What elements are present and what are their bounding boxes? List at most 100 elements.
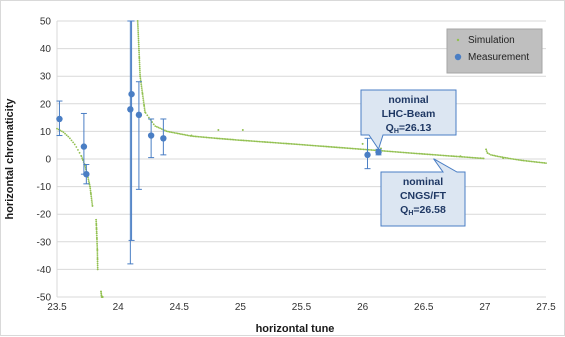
simulation-point	[89, 191, 92, 194]
simulation-point	[159, 127, 162, 130]
simulation-point	[332, 146, 334, 148]
simulation-point	[167, 130, 170, 133]
simulation-point	[208, 136, 211, 139]
callout-box	[380, 158, 466, 227]
callout-line1: nominal	[403, 176, 443, 188]
simulation-point	[70, 139, 73, 142]
y-tick-label: -30	[37, 237, 52, 248]
simulation-point	[90, 199, 93, 202]
simulation-point	[296, 143, 299, 146]
simulation-point	[519, 159, 521, 162]
simulation-point	[96, 247, 99, 249]
simulation-point	[488, 153, 491, 155]
simulation-point	[436, 154, 439, 156]
simulation-point	[237, 139, 240, 141]
simulation-point	[349, 147, 352, 150]
simulation-point	[429, 153, 432, 156]
simulation-point	[152, 123, 155, 126]
legend-marker-measurement	[454, 53, 462, 61]
simulation-point	[401, 151, 403, 154]
simulation-point	[96, 254, 99, 257]
simulation-point	[280, 142, 283, 145]
simulation-point	[261, 140, 264, 143]
simulation-point	[282, 142, 285, 145]
simulation-point	[95, 224, 98, 227]
simulation-point	[60, 130, 63, 133]
simulation-point	[353, 147, 355, 150]
simulation-point	[96, 251, 99, 253]
x-tick-label: 27	[479, 302, 491, 313]
simulation-point	[383, 150, 386, 152]
simulation-point	[139, 79, 142, 82]
simulation-point	[538, 161, 541, 164]
simulation-point	[396, 151, 399, 153]
simulation-point	[172, 131, 174, 134]
simulation-point	[465, 156, 467, 159]
simulation-point	[394, 150, 397, 153]
simulation-point	[340, 146, 343, 149]
simulation-point	[338, 146, 341, 149]
simulation-point	[186, 134, 189, 137]
simulation-point	[139, 71, 141, 74]
simulation-point	[447, 154, 450, 157]
callout-box	[360, 89, 457, 151]
simulation-point	[188, 134, 190, 137]
simulation-point	[250, 140, 253, 142]
simulation-point	[389, 150, 392, 153]
simulation-point	[138, 65, 141, 68]
simulation-point	[228, 138, 230, 141]
simulation-point	[252, 140, 254, 143]
simulation-point	[284, 142, 286, 145]
simulation-point	[292, 143, 294, 145]
simulation-point	[67, 135, 70, 138]
simulation-point	[407, 151, 410, 154]
simulation-point	[269, 141, 272, 144]
simulation-point	[532, 160, 534, 163]
simulation-point	[452, 155, 455, 158]
measurement-series	[56, 20, 382, 265]
simulation-point	[319, 145, 322, 147]
simulation-point	[335, 146, 338, 149]
measurement-point	[83, 170, 90, 178]
legend-label: Simulation	[468, 35, 515, 46]
simulation-point	[204, 136, 206, 139]
simulation-point	[245, 139, 248, 142]
simulation-point	[322, 145, 325, 148]
simulation-point	[324, 145, 326, 148]
simulation-point	[78, 151, 81, 154]
simulation-point	[479, 157, 482, 160]
simulation-point	[200, 136, 203, 138]
simulation-point	[474, 156, 477, 159]
simulation-point	[314, 144, 317, 147]
measurement-point	[127, 106, 134, 113]
simulation-point	[242, 139, 245, 142]
simulation-point	[175, 132, 178, 135]
simulation-point	[276, 141, 278, 144]
simulation-point	[147, 116, 150, 119]
simulation-point	[485, 148, 487, 151]
simulation-point	[240, 139, 243, 142]
simulation-point	[399, 151, 402, 154]
simulation-point	[142, 101, 145, 104]
simulation-point	[137, 26, 139, 28]
simulation-point	[138, 63, 141, 66]
simulation-point	[361, 148, 363, 151]
simulation-point	[442, 154, 445, 157]
simulation-point	[91, 205, 94, 207]
simulation-point	[369, 149, 371, 151]
simulation-point	[545, 162, 547, 165]
simulation-point	[154, 125, 157, 128]
simulation-point	[274, 141, 277, 144]
simulation-point	[96, 260, 99, 263]
simulation-point	[231, 138, 234, 141]
simulation-point	[75, 146, 78, 148]
simulation-point	[226, 138, 229, 141]
simulation-point	[210, 136, 213, 139]
simulation-point	[91, 203, 94, 205]
simulation-point	[468, 156, 471, 159]
simulation-point	[303, 143, 306, 146]
simulation-point	[192, 135, 195, 138]
simulation-point	[56, 127, 58, 130]
simulation-point	[449, 155, 451, 157]
simulation-point	[425, 153, 427, 156]
